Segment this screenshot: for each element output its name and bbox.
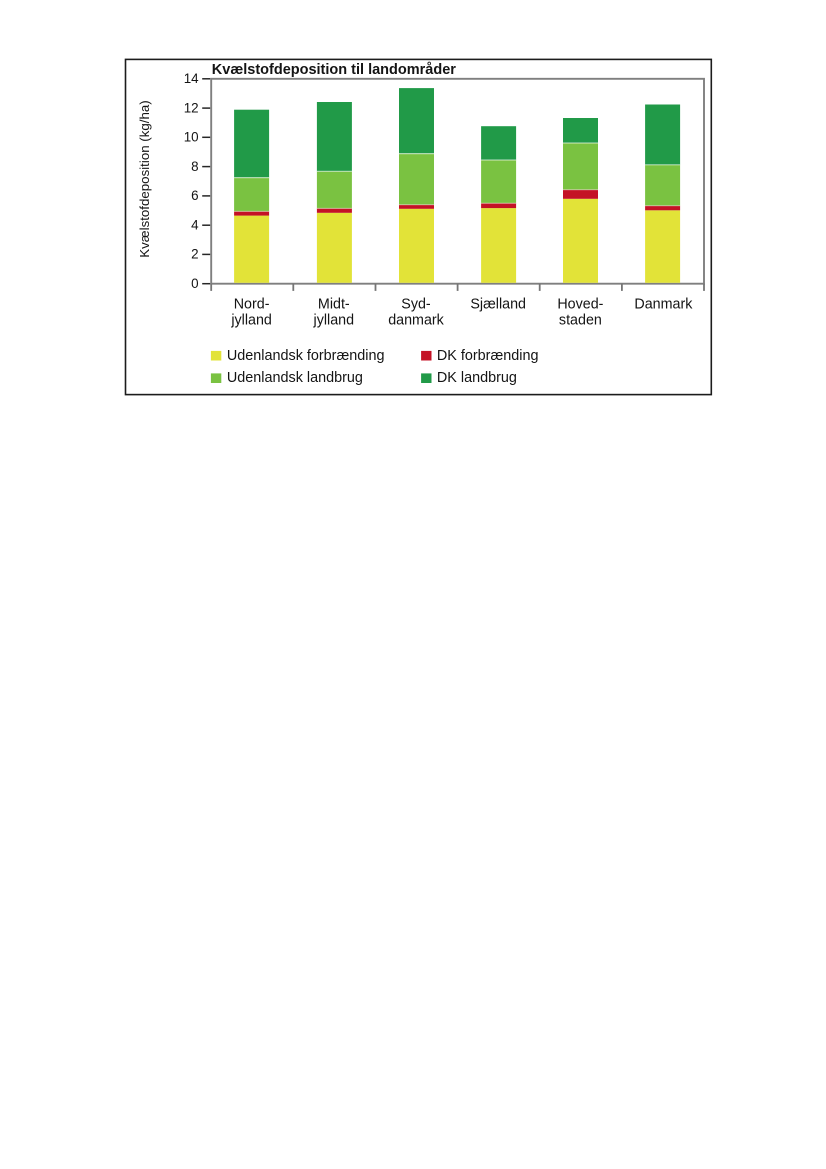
svg-text:staden: staden [559,312,602,328]
svg-text:danmark: danmark [388,312,444,328]
svg-text:Udenlandsk landbrug: Udenlandsk landbrug [227,370,363,386]
svg-text:Sjælland: Sjælland [470,297,526,313]
svg-text:2: 2 [191,247,198,262]
svg-text:Kvælstofdeposition til landomr: Kvælstofdeposition til landområder [212,62,456,78]
svg-text:jylland: jylland [313,312,355,328]
svg-text:Nord-: Nord- [234,297,270,313]
svg-text:12: 12 [184,100,199,115]
svg-text:jylland: jylland [230,312,272,328]
svg-text:DK landbrug: DK landbrug [437,370,517,386]
svg-text:Syd-: Syd- [401,297,431,313]
svg-text:0: 0 [191,276,198,291]
svg-text:4: 4 [191,217,199,232]
svg-text:DK forbrænding: DK forbrænding [437,348,539,364]
svg-text:Udenlandsk forbrænding: Udenlandsk forbrænding [227,348,385,364]
svg-text:8: 8 [191,159,198,174]
svg-text:6: 6 [191,188,198,203]
svg-text:Midt-: Midt- [318,297,350,313]
svg-text:Danmark: Danmark [634,297,693,313]
svg-text:Hoved-: Hoved- [557,297,603,313]
svg-text:14: 14 [184,71,199,86]
svg-text:10: 10 [184,130,199,145]
svg-text:Kvælstofdeposition (kg/ha): Kvælstofdeposition (kg/ha) [137,100,152,257]
